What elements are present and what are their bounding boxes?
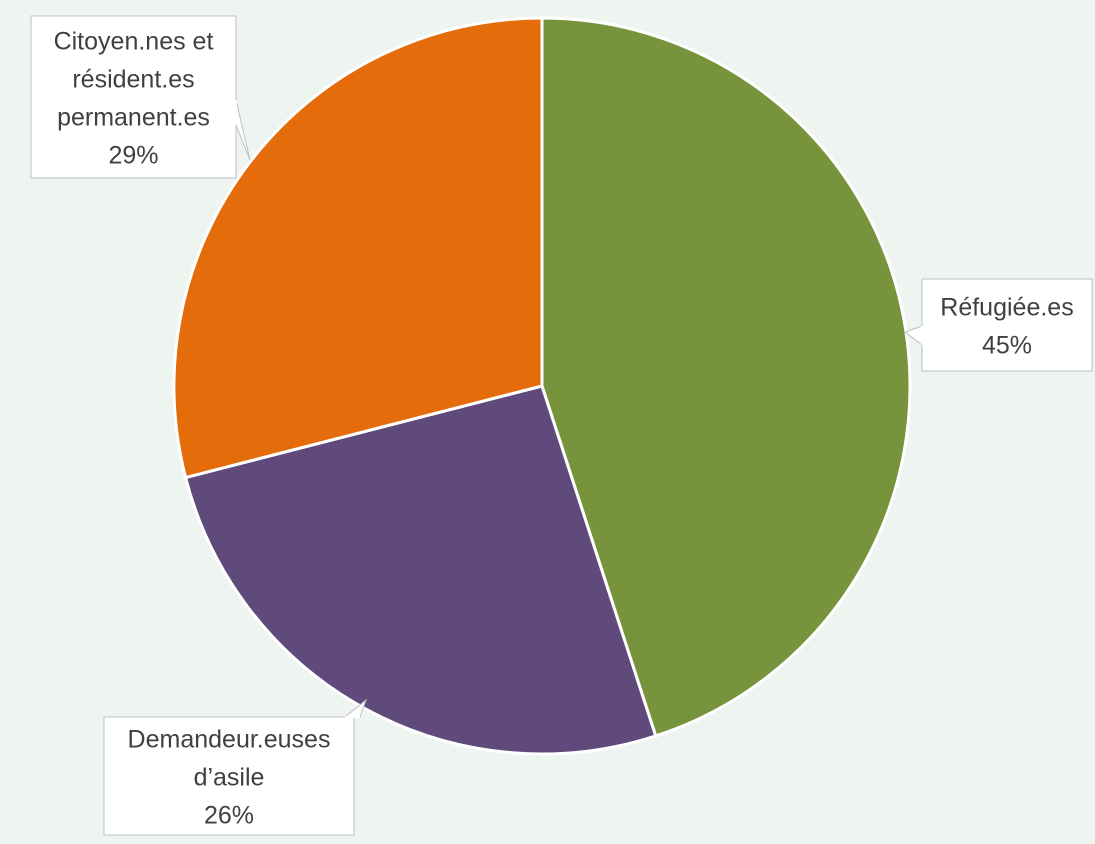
data-label-callout-1: Réfugiée.es 45% — [903, 278, 1093, 372]
slice-percent-label: 29% — [108, 142, 158, 170]
slice-category-label: d’asile — [194, 764, 265, 792]
data-label-callout-3: Citoyen.nes et résident.es permanent.es 29% — [30, 15, 251, 179]
slices-layer — [172, 16, 912, 756]
slice-category-label: permanent.es — [57, 104, 210, 132]
data-label-callout-2: Demandeur.euses d’asile 26% — [103, 698, 368, 836]
pie-slice-1 — [540, 16, 912, 738]
callout-box — [921, 278, 1093, 372]
callout-box — [30, 15, 237, 179]
pie-slice-3 — [172, 16, 544, 480]
pie-slice-2 — [184, 384, 658, 756]
slice-percent-label: 45% — [982, 332, 1032, 360]
slice-category-label: Demandeur.euses — [128, 726, 331, 754]
slice-category-label: Citoyen.nes et — [54, 28, 214, 56]
callouts-layer: Réfugiée.es 45% Demandeur.euses d’asile 26% C… — [30, 15, 1093, 836]
slice-percent-label: 26% — [204, 802, 254, 830]
slice-category-label: résident.es — [72, 66, 194, 94]
callout-pointer — [235, 99, 251, 161]
callout-box — [103, 716, 355, 836]
slice-category-label: Réfugiée.es — [940, 294, 1073, 322]
